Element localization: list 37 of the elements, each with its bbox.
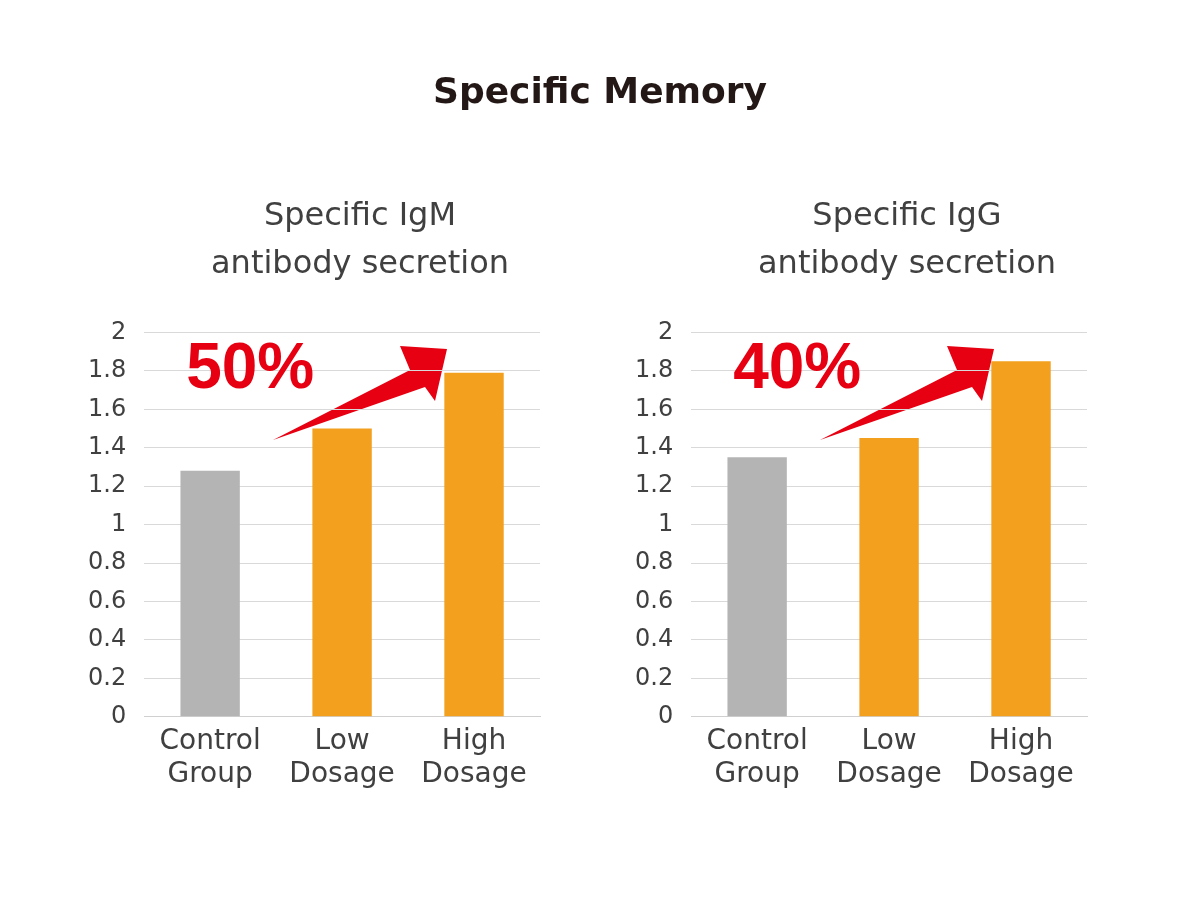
bar [180, 470, 240, 717]
annotation: 50% [186, 330, 315, 403]
text: Specific Memory [431, 70, 769, 111]
x-tick-label: Control Group [706, 722, 808, 790]
y-tick-label: 1.6 [635, 393, 674, 422]
bar [727, 457, 787, 717]
y-tick-label: 1.6 [88, 393, 127, 422]
x-tick-label: High Dosage [421, 722, 527, 790]
y-tick-label: 0 [657, 701, 674, 730]
y-tick-label: 0.6 [635, 585, 674, 614]
y-tick-label: 0 [110, 701, 127, 730]
y-tick-label: 1.2 [635, 470, 674, 499]
x-tick-label: Control Group [159, 722, 261, 790]
y-tick-label: 1 [110, 508, 127, 537]
y-tick-label: 0.2 [635, 662, 674, 691]
y-tick-label: 0.4 [635, 624, 674, 653]
bar [991, 361, 1051, 717]
x-tick-label: Low Dosage [836, 722, 942, 790]
y-tick-label: 1.4 [635, 431, 674, 460]
y-tick-label: 0.4 [88, 624, 127, 653]
y-tick-label: 1.4 [88, 431, 127, 460]
y-tick-label: 0.6 [88, 585, 127, 614]
y-tick-label: 0.8 [88, 547, 127, 576]
bar [444, 372, 504, 717]
y-tick-label: 1.8 [635, 355, 674, 384]
y-tick-label: 1.2 [88, 470, 127, 499]
y-tick-label: 2 [110, 316, 127, 345]
x-tick-label: High Dosage [968, 722, 1074, 790]
y-tick-label: 0.8 [635, 547, 674, 576]
y-tick-label: 2 [657, 316, 674, 345]
y-tick-label: 1 [657, 508, 674, 537]
y-tick-label: 1.8 [88, 355, 127, 384]
chart-title: Specific IgG antibody secretion [757, 194, 1057, 283]
annotation: 40% [733, 330, 862, 403]
y-tick-label: 0.2 [88, 662, 127, 691]
x-tick-label: Low Dosage [289, 722, 395, 790]
chart-title: Specific IgM antibody secretion [210, 194, 510, 283]
